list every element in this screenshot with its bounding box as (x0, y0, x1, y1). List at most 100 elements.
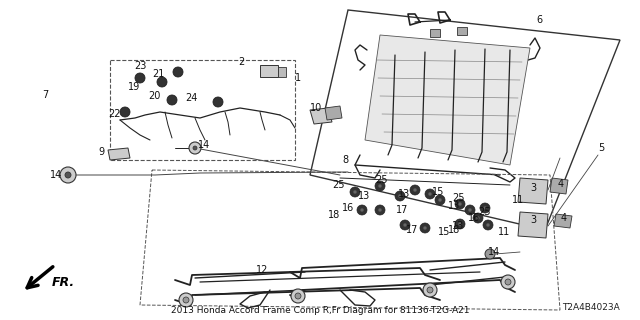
Circle shape (435, 195, 445, 205)
Circle shape (357, 205, 367, 215)
Circle shape (173, 67, 183, 77)
Text: 6: 6 (536, 15, 542, 25)
Text: 16: 16 (468, 213, 480, 223)
Circle shape (375, 181, 385, 191)
Text: 24: 24 (185, 93, 197, 103)
Text: 19: 19 (128, 82, 140, 92)
Circle shape (410, 185, 420, 195)
Text: 1: 1 (295, 73, 301, 83)
Circle shape (193, 146, 197, 150)
Circle shape (480, 203, 490, 213)
Text: 21: 21 (152, 69, 164, 79)
Circle shape (213, 97, 223, 107)
Circle shape (468, 208, 472, 212)
Circle shape (458, 202, 462, 206)
Text: 13: 13 (448, 201, 460, 211)
Text: 2: 2 (238, 57, 244, 67)
Circle shape (353, 190, 357, 194)
Text: 11: 11 (512, 195, 524, 205)
Polygon shape (310, 108, 332, 124)
Circle shape (375, 205, 385, 215)
Circle shape (378, 208, 382, 212)
Polygon shape (365, 35, 530, 165)
Text: 14: 14 (488, 247, 500, 257)
Circle shape (135, 73, 145, 83)
Polygon shape (325, 106, 342, 120)
Text: 3: 3 (530, 215, 536, 225)
Text: T2A4B4023A: T2A4B4023A (563, 303, 620, 312)
Circle shape (505, 279, 511, 285)
Bar (278, 67, 286, 77)
Circle shape (395, 191, 405, 201)
Polygon shape (108, 148, 130, 160)
Circle shape (403, 223, 407, 227)
Text: 25: 25 (375, 175, 387, 185)
Text: 16: 16 (342, 203, 355, 213)
Circle shape (476, 216, 480, 220)
Circle shape (120, 107, 130, 117)
Text: 12: 12 (256, 265, 268, 275)
Polygon shape (518, 178, 548, 204)
Circle shape (427, 287, 433, 293)
Text: 11: 11 (498, 227, 510, 237)
Circle shape (455, 219, 465, 229)
Bar (430, 29, 440, 37)
Circle shape (483, 206, 487, 210)
Text: 13: 13 (358, 191, 371, 201)
Text: 10: 10 (310, 103, 323, 113)
Text: 17: 17 (396, 205, 408, 215)
Circle shape (428, 192, 432, 196)
Text: 15: 15 (438, 227, 451, 237)
Text: 4: 4 (561, 213, 567, 223)
Circle shape (360, 208, 364, 212)
Circle shape (378, 184, 382, 188)
Text: 23: 23 (134, 61, 147, 71)
Circle shape (295, 293, 301, 299)
Text: 13: 13 (398, 189, 410, 199)
Circle shape (398, 194, 402, 198)
Circle shape (425, 189, 435, 199)
Circle shape (473, 213, 483, 223)
Text: 18: 18 (328, 210, 340, 220)
Circle shape (483, 220, 493, 230)
Text: 20: 20 (148, 91, 161, 101)
Text: 13: 13 (452, 221, 464, 231)
Text: 5: 5 (598, 143, 604, 153)
Circle shape (183, 297, 189, 303)
Text: 18: 18 (448, 225, 460, 235)
Polygon shape (554, 214, 572, 228)
Circle shape (458, 222, 462, 226)
Circle shape (423, 226, 427, 230)
Circle shape (486, 223, 490, 227)
Polygon shape (518, 212, 548, 238)
Bar (457, 27, 467, 35)
Circle shape (420, 223, 430, 233)
Text: 25: 25 (332, 180, 344, 190)
Circle shape (455, 199, 465, 209)
Circle shape (400, 220, 410, 230)
Circle shape (189, 142, 201, 154)
Text: 3: 3 (530, 183, 536, 193)
Circle shape (413, 188, 417, 192)
Text: 22: 22 (108, 109, 120, 119)
Polygon shape (550, 178, 568, 194)
Text: 2013 Honda Accord Frame Comp R,Fr Diagram for 81136-T2G-A21: 2013 Honda Accord Frame Comp R,Fr Diagra… (171, 306, 469, 315)
Text: 25: 25 (478, 207, 490, 217)
Circle shape (60, 167, 76, 183)
Circle shape (350, 187, 360, 197)
Text: 15: 15 (432, 187, 444, 197)
Circle shape (501, 275, 515, 289)
Circle shape (167, 95, 177, 105)
Circle shape (485, 249, 495, 259)
Text: 4: 4 (558, 179, 564, 189)
Circle shape (423, 283, 437, 297)
Circle shape (465, 205, 475, 215)
Text: FR.: FR. (52, 276, 75, 290)
Text: 25: 25 (452, 193, 465, 203)
Text: 17: 17 (406, 225, 419, 235)
Text: 8: 8 (342, 155, 348, 165)
Circle shape (438, 198, 442, 202)
Text: 7: 7 (42, 90, 48, 100)
Text: 14: 14 (50, 170, 62, 180)
Circle shape (179, 293, 193, 307)
